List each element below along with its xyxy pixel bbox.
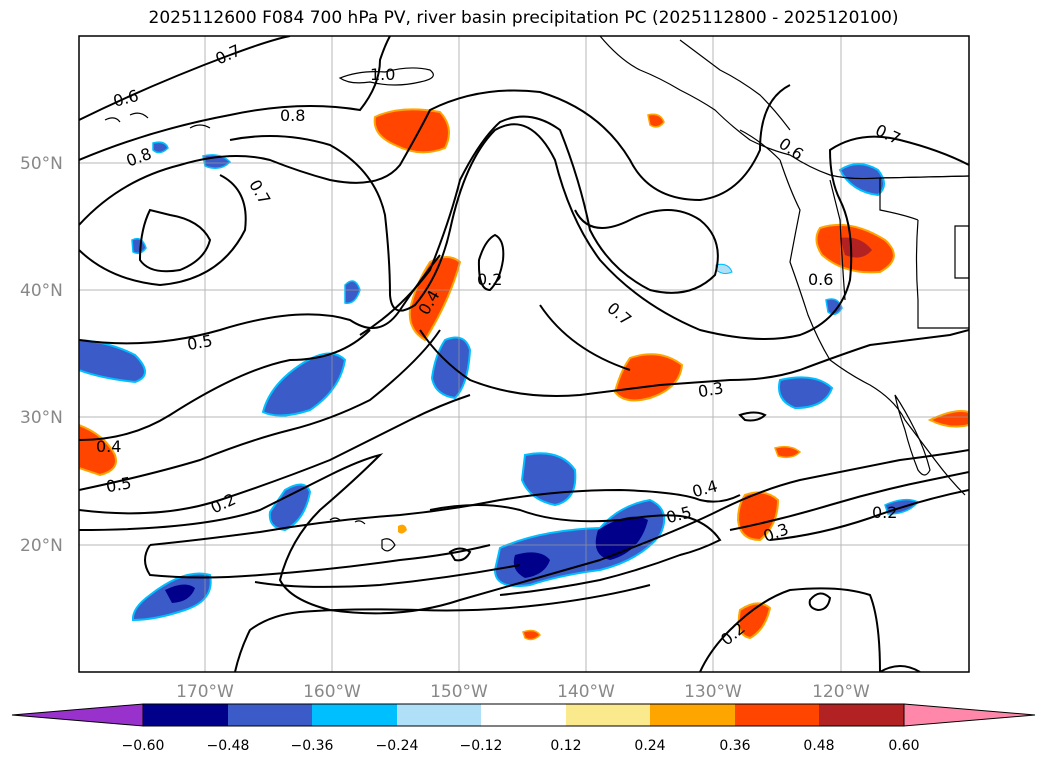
precip-positive-area [736, 491, 780, 542]
lat-label: 20°N [20, 536, 63, 556]
precip-positive-area [774, 445, 802, 459]
precip-positive-area [840, 237, 872, 258]
contour-label: 1.0 [370, 65, 395, 84]
contour-label: 0.8 [280, 106, 305, 125]
contour-label: 0.7 [603, 298, 635, 329]
colorbar-tick-label: 0.24 [634, 738, 665, 754]
lon-label: 120°W [812, 682, 870, 702]
precip-negative-area [165, 584, 195, 603]
contour-label: 0.4 [96, 437, 121, 456]
precip-positive-area [737, 602, 772, 640]
colorbar-swatch [481, 704, 566, 726]
precip-negative-area [520, 452, 577, 507]
colorbar-swatch [312, 704, 397, 726]
precip-negative-area [131, 237, 147, 255]
contour-label: 0.3 [696, 378, 724, 401]
pv-contours [79, 36, 969, 672]
colorbar-frame [142, 703, 905, 727]
contour-label: 0.7 [212, 41, 243, 69]
lat-label: 30°N [20, 408, 63, 428]
map-title: 2025112600 F084 700 hPa PV, river basin … [148, 8, 899, 28]
colorbar-tick-labels: −0.60 −0.48 −0.36 −0.24 −0.12 0.12 0.24 … [122, 738, 920, 754]
precip-positive-area [522, 629, 541, 641]
precip-negative-area [778, 376, 834, 410]
colorbar-swatch [566, 704, 650, 726]
precip-negative-area [261, 352, 347, 417]
contour-label: 0.7 [872, 120, 903, 148]
precip-negative-area [513, 552, 550, 578]
contour-label: 0.2 [208, 489, 239, 517]
contour-label: 0.5 [104, 473, 132, 496]
map-frame [78, 35, 970, 673]
map-area: 0.7 0.6 1.0 0.8 0.8 0.7 0.4 0.2 0.5 0.7 … [79, 36, 969, 672]
contour-label: 0.4 [690, 476, 720, 501]
lon-label: 160°W [303, 682, 361, 702]
contour-label: 0.6 [808, 270, 833, 289]
colorbar-swatch [650, 704, 735, 726]
colorbar-tick-label: −0.24 [376, 738, 419, 754]
lon-label: 150°W [430, 682, 488, 702]
precip-negative-area [715, 263, 733, 275]
precip-positive-area [927, 410, 969, 428]
colorbar-tick-label: −0.12 [460, 738, 503, 754]
colorbar-swatch [735, 704, 819, 726]
colorbar-extend-high [903, 703, 1036, 727]
contour-label: 0.8 [124, 144, 154, 171]
colorbar-swatch [143, 704, 228, 726]
contour-label: 0.5 [186, 331, 214, 354]
precip-negative-area [152, 141, 169, 154]
contour-label: 0.6 [111, 86, 141, 111]
colorbar-tick-label: 0.36 [719, 738, 750, 754]
colorbar-extend-low [11, 703, 144, 727]
lon-label: 130°W [684, 682, 742, 702]
contour-label: 0.2 [872, 503, 897, 522]
lon-label: 140°W [557, 682, 615, 702]
precip-negative-area [268, 483, 312, 532]
precip-negative-area [825, 298, 843, 315]
precip-positive-area [613, 353, 684, 402]
precip-positive-area [647, 113, 665, 128]
colorbar-tick-label: −0.48 [207, 738, 250, 754]
colorbar-swatch [228, 704, 312, 726]
precip-negative-area [430, 336, 472, 400]
colorbar-tick-label: 0.48 [803, 738, 834, 754]
colorbar-swatch [397, 704, 481, 726]
colorbar-swatch [819, 704, 904, 726]
lat-label: 40°N [20, 281, 63, 301]
longitude-labels: 170°W 160°W 150°W 140°W 130°W 120°W [176, 682, 870, 702]
precip-negative-area [79, 338, 146, 384]
colorbar-tick-label: −0.60 [122, 738, 165, 754]
colorbar-tick-label: −0.36 [291, 738, 334, 754]
contour-label: 0.2 [477, 270, 502, 289]
contour-label: 0.7 [245, 176, 274, 208]
lon-label: 170°W [176, 682, 234, 702]
colorbar-tick-label: 0.12 [550, 738, 581, 754]
precip-positive-area [373, 108, 450, 154]
precip-negative-area [595, 516, 648, 560]
precip-negative-area [838, 163, 885, 197]
lat-label: 50°N [20, 154, 63, 174]
colorbar-tick-label: 0.60 [888, 738, 919, 754]
precip-positive-area [398, 524, 407, 534]
colorbar-swatches [11, 703, 1036, 727]
colorbar: −0.60 −0.48 −0.36 −0.24 −0.12 0.12 0.24 … [11, 703, 1036, 754]
precip-negative-area [344, 280, 361, 304]
latitude-labels: 50°N 40°N 30°N 20°N [20, 154, 63, 556]
